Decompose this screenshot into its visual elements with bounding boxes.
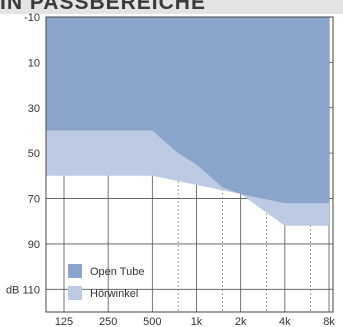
legend-label: Open Tube: [90, 266, 144, 278]
x-tick-label: 1k: [191, 316, 203, 327]
chart-title: IN PASSBEREICHE: [0, 0, 206, 14]
y-tick-label: dB 110: [6, 284, 40, 296]
legend-label: Hörwinkel: [90, 288, 138, 300]
x-tick-label: 8k: [323, 316, 335, 327]
title-bar: IN PASSBEREICHE: [0, 0, 343, 14]
y-tick-label: 50: [28, 148, 40, 160]
y-tick-label: 10: [28, 57, 40, 69]
x-tick-label: 500: [143, 316, 161, 327]
legend-swatch: [68, 264, 82, 278]
y-tick-label: 90: [28, 239, 40, 251]
y-tick-label: 70: [28, 194, 40, 206]
series-area-open-tube: [46, 17, 329, 204]
x-tick-label: 2k: [235, 316, 247, 327]
plot-frame: [45, 16, 334, 313]
x-tick-label: 125: [55, 316, 73, 327]
x-tick-label: 4k: [279, 316, 291, 327]
x-tick-label: 250: [99, 316, 117, 327]
y-tick-label: 30: [28, 103, 40, 115]
y-tick-label: -10: [24, 12, 40, 24]
legend-swatch: [68, 286, 82, 300]
